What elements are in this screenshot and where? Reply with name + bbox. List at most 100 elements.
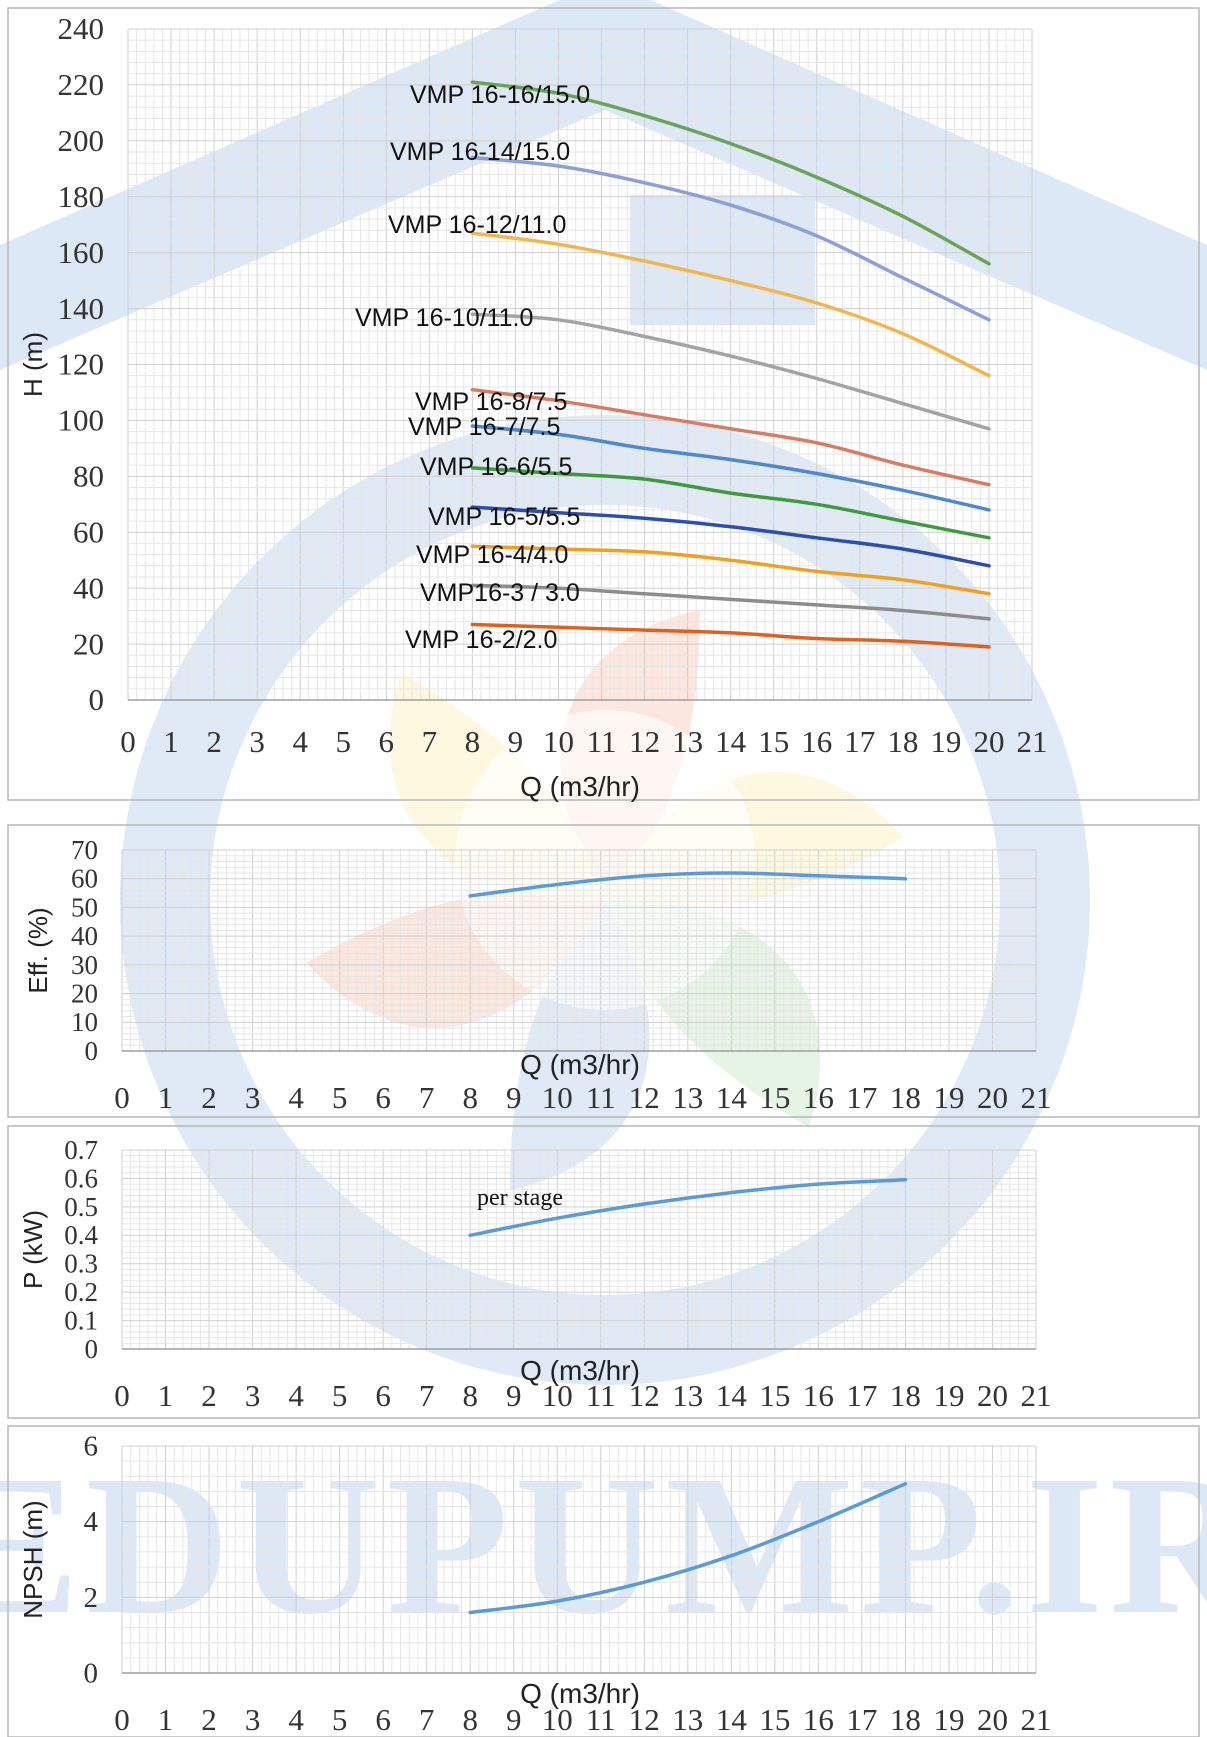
y-tick-label: 100: [58, 403, 105, 438]
series-label: VMP 16-16/15.0: [410, 81, 590, 109]
y-tick-label: 140: [58, 291, 105, 326]
y-tick-label: 2: [84, 1582, 99, 1614]
y-tick-label: 0: [85, 1036, 99, 1066]
y-axis-label: H (m): [18, 332, 48, 397]
y-tick-label: 0.2: [64, 1277, 98, 1307]
x-tick-label: 3: [245, 1080, 261, 1115]
y-tick-label: 60: [71, 864, 98, 894]
x-tick-label: 4: [288, 1080, 304, 1115]
x-tick-label: 11: [587, 724, 617, 759]
series-line: [468, 1482, 908, 1615]
annotation-per-stage: per stage: [477, 1185, 563, 1211]
x-tick-label: 18: [887, 724, 918, 759]
gridlines: [121, 849, 1037, 1052]
series-label: VMP 16-6/5.5: [420, 453, 572, 481]
x-tick-label: 20: [977, 1378, 1008, 1413]
y-tick-label: 0.6: [64, 1163, 98, 1193]
series-line: [470, 466, 991, 540]
x-tick-label: 5: [332, 1378, 348, 1413]
x-tick-label: 16: [803, 1080, 834, 1115]
x-tick-label: 18: [890, 1378, 921, 1413]
series-line: [468, 1178, 908, 1238]
x-tick-label: 17: [844, 724, 875, 759]
y-tick-label: 20: [71, 978, 98, 1008]
x-tick-label: 15: [759, 1080, 790, 1115]
x-tick-label: 16: [801, 724, 832, 759]
y-tick-label: 40: [71, 921, 98, 951]
x-tick-label: 12: [629, 724, 660, 759]
x-tick-label: 15: [759, 1702, 790, 1737]
x-tick-label: 11: [586, 1702, 616, 1737]
x-tick-label: 10: [542, 1378, 573, 1413]
x-tick-label: 10: [542, 1080, 573, 1115]
x-tick-label: 1: [163, 724, 179, 759]
series-label: VMP 16-2/2.0: [405, 626, 557, 654]
x-tick-label: 12: [629, 1702, 660, 1737]
house-roof-icon: [0, 0, 1207, 370]
chart-head: 0 1 2 3 4 5 6 7 8 9 10 11 12 13 14 15 16 17 18 19 20 21020406…: [7, 7, 1200, 802]
y-tick-label: 0.7: [64, 1135, 98, 1165]
chart-frame: [7, 7, 1200, 801]
x-tick-label: 1: [158, 1702, 174, 1737]
x-tick-label: 9: [508, 724, 524, 759]
chart-frame: [7, 824, 1200, 1118]
x-tick-label: 17: [846, 1702, 877, 1737]
x-tick-label: 6: [375, 1378, 391, 1413]
x-tick-label: 0: [114, 1702, 130, 1737]
y-tick-label: 180: [58, 179, 105, 214]
series-line: [470, 424, 991, 512]
x-tick-label: 10: [543, 724, 574, 759]
x-tick-label: 13: [672, 1702, 703, 1737]
x-tick-label: 5: [332, 1080, 348, 1115]
x-tick-label: 0: [114, 1378, 130, 1413]
y-tick-label: 0.4: [64, 1220, 98, 1250]
y-tick-label: 20: [73, 626, 104, 661]
watermark-text: EDUPUMP.IR: [0, 1435, 1207, 1656]
x-tick-label: 0: [120, 724, 136, 759]
y-axis-label: NPSH (m): [18, 1500, 48, 1618]
y-tick-label: 0: [84, 1658, 99, 1690]
x-tick-label: 18: [890, 1080, 921, 1115]
series-label: VMP 16-5/5.5: [428, 503, 580, 531]
x-axis-label: Q (m3/hr): [520, 771, 640, 802]
x-tick-label: 6: [375, 1702, 391, 1737]
x-tick-label: 7: [419, 1080, 435, 1115]
x-tick-label: 1: [158, 1080, 174, 1115]
series-line: [470, 231, 991, 378]
x-tick-label: 8: [462, 1080, 478, 1115]
series-line: [470, 544, 991, 596]
x-tick-label: 9: [506, 1702, 522, 1737]
series-label: VMP 16-7/7.5: [408, 413, 560, 441]
x-tick-label: 20: [977, 1080, 1008, 1115]
y-axis-label: P (kW): [18, 1210, 48, 1289]
x-tick-label: 4: [292, 724, 308, 759]
x-tick-label: 2: [206, 724, 222, 759]
x-tick-label: 2: [201, 1080, 217, 1115]
series-line: [470, 583, 991, 621]
y-tick-label: 200: [58, 123, 105, 158]
impeller-hub-icon: [455, 710, 755, 1010]
y-tick-label: 80: [73, 459, 104, 494]
x-tick-label: 7: [419, 1702, 435, 1737]
x-tick-label: 14: [716, 1080, 748, 1115]
x-tick-label: 17: [846, 1378, 877, 1413]
y-tick-label: 220: [58, 67, 105, 102]
x-tick-label: 12: [629, 1378, 660, 1413]
x-axis-label: Q (m3/hr): [520, 1678, 640, 1709]
chart-efficiency: 0 1 2 3 4 5 6 7 8 9 10 11 12 13 14 15 16 17 18 19 20 21010203…: [7, 824, 1200, 1118]
x-tick-label: 19: [933, 1080, 964, 1115]
x-tick-label: 21: [1017, 724, 1048, 759]
y-axis-label: Eff. (%): [23, 907, 53, 993]
y-tick-label: 0.3: [64, 1249, 98, 1279]
series-label: VMP 16-4/4.0: [416, 541, 568, 569]
y-tick-label: 4: [84, 1506, 99, 1538]
x-tick-label: 13: [672, 1080, 703, 1115]
y-tick-label: 10: [71, 1007, 98, 1037]
series-line: [470, 387, 991, 487]
chart-frame: [7, 1425, 1200, 1737]
x-tick-label: 9: [506, 1378, 522, 1413]
x-tick-label: 12: [629, 1080, 660, 1115]
x-axis-label: Q (m3/hr): [520, 1355, 640, 1386]
series-line: [470, 312, 991, 431]
